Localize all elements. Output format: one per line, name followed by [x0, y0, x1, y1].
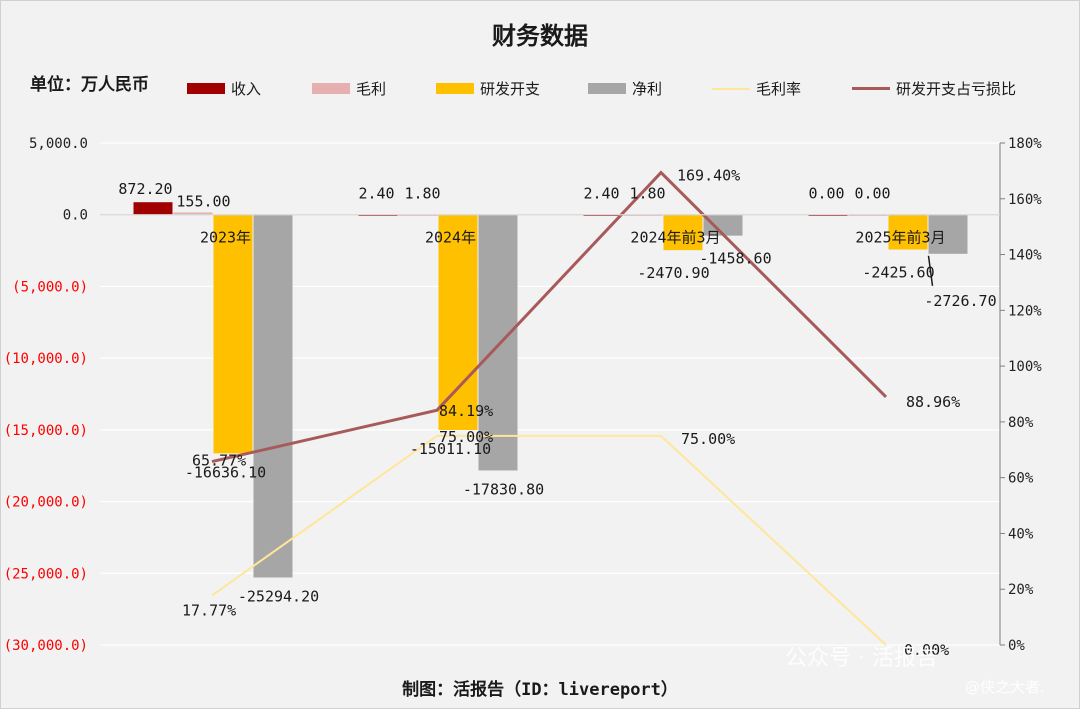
y-right-tick-label: 120% [1008, 303, 1042, 319]
legend-label-gross-margin: 毛利率 [756, 80, 802, 98]
legend-item-rd-loss-ratio: 研发开支占亏损比 [852, 78, 1016, 99]
bar-value-label: -2726.70 [924, 292, 996, 310]
bar-value-label: 872.20 [118, 180, 172, 198]
x-category-label: 2024年 [425, 229, 476, 247]
legend-label-rd: 研发开支 [480, 80, 541, 98]
unit-label: 单位：万人民币 [30, 75, 149, 95]
gross-margin-label: 17.77% [182, 601, 236, 619]
bar-value-label: 1.80 [404, 185, 440, 203]
y-right-tick-label: 0% [1008, 638, 1025, 654]
bar-value-label: -2425.60 [862, 264, 934, 282]
bar-gross-profit [173, 212, 213, 215]
y-left-tick-label: (25,000.0) [4, 566, 88, 582]
bar-net-profit [928, 214, 968, 254]
legend-item-gross-profit: 毛利 [312, 78, 386, 99]
bar-rd [438, 214, 478, 431]
x-category-label: 2025年前3月 [855, 229, 945, 247]
bar-value-label: -16636.10 [185, 463, 266, 481]
line-rd-loss-ratio [211, 170, 888, 464]
legend-swatch-gross-profit [312, 83, 350, 94]
bar-value-label: 2.40 [358, 185, 394, 203]
bar-value-label: 0.00 [854, 185, 890, 203]
bar-value-label: -1458.60 [699, 250, 771, 268]
y-right-tick-label: 100% [1008, 359, 1042, 375]
bar-rd [888, 214, 928, 250]
watermark-main: 公众号 · 活报告 [785, 646, 938, 671]
rd-loss-ratio-label: 169.40% [677, 167, 740, 185]
bar-value-label: 1.80 [629, 185, 665, 203]
legend-item-revenue: 收入 [187, 78, 261, 99]
gross-margin-label: 0.00% [904, 641, 949, 659]
bar-value-label: 155.00 [176, 193, 230, 211]
y-left-tick-label: (5,000.0) [12, 279, 88, 295]
legend-item-rd: 研发开支 [436, 78, 540, 99]
legend-swatch-gross-margin [712, 87, 750, 90]
y-right-tick-label: 180% [1008, 136, 1042, 152]
y-right-tick-label: 140% [1008, 248, 1042, 264]
gross-margin-label: 75.00% [439, 428, 493, 446]
bar-value-label: -15011.10 [410, 440, 491, 458]
leader-line [927, 255, 934, 286]
bar-value-label: -17830.80 [463, 480, 544, 498]
y-left-tick-label: (15,000.0) [4, 423, 88, 439]
line-gross-margin [211, 434, 887, 646]
legend-label-gross-profit: 毛利 [356, 80, 387, 98]
bar-value-label: 2.40 [583, 185, 619, 203]
legend: 收入 毛利 研发开支 净利 毛利率 研发开支占亏损比 [0, 78, 1080, 100]
y-left-tick-label: 5,000.0 [29, 136, 88, 152]
bar-rd [663, 214, 703, 251]
label-layer: 2023年 2024年 2024年前3月 2025年前3月 872.20 2.40 2.40… [118, 167, 996, 659]
bar-rd [213, 214, 253, 454]
watermark-sub: @侠之大者. [965, 678, 1045, 696]
legend-swatch-net-profit [588, 83, 626, 94]
bar-net-profit [253, 214, 293, 578]
y-left-tick-label: (30,000.0) [4, 638, 88, 654]
bar-value-label: -25294.20 [238, 588, 319, 606]
line-layer [211, 170, 888, 646]
y-right-tick-label: 20% [1008, 582, 1034, 598]
legend-label-net-profit: 净利 [632, 80, 663, 98]
legend-swatch-rd [436, 83, 474, 94]
y-right-tick-label: 80% [1008, 415, 1034, 431]
y-right-tick-label: 160% [1008, 192, 1042, 208]
legend-label-revenue: 收入 [231, 80, 262, 98]
chart-title: 财务数据 [492, 22, 588, 50]
footer-credit: 制图：活报告（ID：livereport） [402, 680, 678, 700]
y-right-tick-label: 60% [1008, 471, 1034, 487]
legend-swatch-rd-loss-ratio [852, 87, 890, 90]
y-left-tick-label: (20,000.0) [4, 495, 88, 511]
axis-layer: 5,000.0 0.0 (5,000.0) (10,000.0) (15,000.0) (… [4, 136, 1043, 654]
bar-value-label: -2470.90 [637, 264, 709, 282]
bar-revenue [133, 202, 173, 215]
bar-layer [133, 202, 968, 578]
legend-swatch-revenue [187, 83, 225, 94]
legend-item-gross-margin: 毛利率 [712, 78, 801, 99]
y-right-tick-label: 40% [1008, 526, 1034, 542]
legend-item-net-profit: 净利 [588, 78, 662, 99]
legend-label-rd-loss-ratio: 研发开支占亏损比 [896, 80, 1017, 98]
bar-net-profit [703, 214, 743, 236]
rd-loss-ratio-label: 84.19% [439, 402, 493, 420]
rd-loss-ratio-label: 88.96% [906, 393, 960, 411]
gross-margin-label: 75.00% [681, 430, 735, 448]
y-left-tick-label: (10,000.0) [4, 351, 88, 367]
rd-loss-ratio-label: 65.77% [192, 452, 246, 470]
x-category-label: 2023年 [200, 229, 251, 247]
bar-net-profit [478, 214, 518, 471]
x-category-label: 2024年前3月 [630, 229, 720, 247]
bar-value-label: 0.00 [808, 185, 844, 203]
y-left-tick-label: 0.0 [63, 208, 88, 224]
